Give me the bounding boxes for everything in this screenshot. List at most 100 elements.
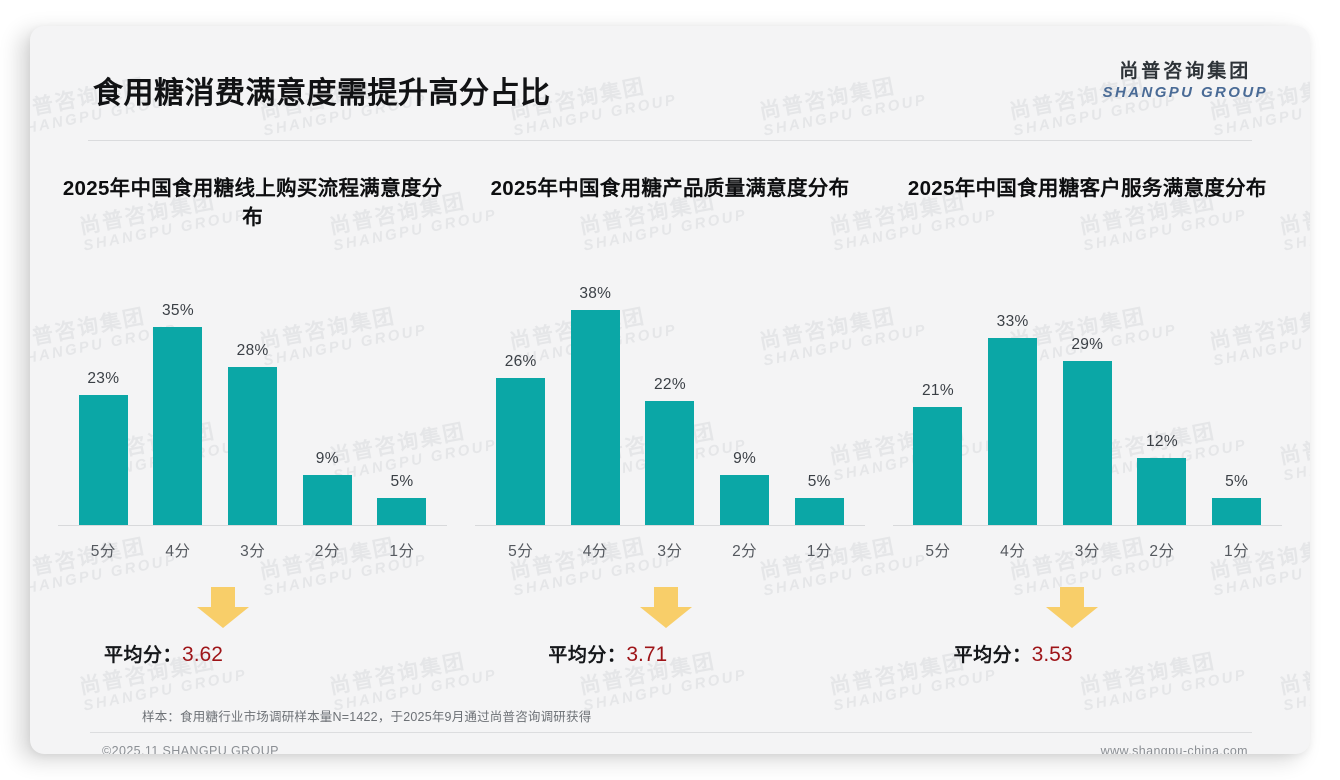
x-axis-line (892, 525, 1282, 526)
bar-item[interactable]: 5% (782, 276, 857, 526)
bar-rect[interactable] (645, 401, 695, 526)
bar-rect[interactable] (913, 407, 963, 526)
category-label: 3分 (1074, 543, 1100, 560)
bar-group: 23% 35% 28% 9% 5% (66, 276, 439, 526)
bar-value-label: 22% (654, 376, 686, 393)
bar-item[interactable]: 33% (975, 276, 1050, 526)
bar-item[interactable]: 26% (483, 276, 558, 526)
logo-english-name: SHANGPU GROUP (1102, 83, 1268, 101)
average-callout: 平均分：3.71 (475, 587, 864, 673)
bar-rect[interactable] (302, 475, 352, 526)
bar-item[interactable]: 23% (66, 276, 141, 526)
bar-item[interactable]: 29% (1050, 276, 1125, 526)
bar-rect[interactable] (1137, 458, 1187, 526)
bar-rect[interactable] (794, 498, 844, 526)
footer-website[interactable]: www.shangpu-china.com (1100, 744, 1248, 754)
bar-item[interactable]: 5% (365, 276, 440, 526)
category-label: 4分 (165, 543, 191, 560)
bar-value-label: 33% (996, 313, 1029, 330)
chart-panel-1: 2025年中国食用糖线上购买流程满意度分布 23% 35% 28% 9% 5% 5分 4分 3分… (44, 174, 461, 674)
chart-panel-3: 2025年中国食用糖客户服务满意度分布 21% 33% 29% 12% 5% 5分 4分 3分 2… (879, 174, 1296, 674)
chart-panel-2: 2025年中国食用糖产品质量满意度分布 26% 38% 22% 9% 5% 5分 4分 3分 2分… (461, 174, 878, 674)
bar-item[interactable]: 22% (633, 276, 708, 526)
bar-rect[interactable] (377, 498, 427, 526)
category-axis: 5分 4分 3分 2分 1分 (893, 539, 1282, 561)
footer-divider (90, 732, 1252, 733)
bar-rect[interactable] (78, 395, 128, 526)
category-label: 1分 (806, 543, 832, 560)
category-label: 5分 (925, 543, 951, 560)
slide-header: 食用糖消费满意度需提升高分占比 尚普咨询集团 SHANGPU GROUP (30, 26, 1310, 123)
bar-rect[interactable] (570, 310, 620, 526)
bar-rect[interactable] (228, 367, 278, 526)
x-axis-line (475, 525, 865, 526)
bar-value-label: 38% (579, 285, 612, 302)
bar-rect[interactable] (720, 475, 770, 526)
category-label: 1分 (389, 543, 415, 560)
down-arrow-icon (639, 587, 693, 629)
bar-value-label: 12% (1145, 433, 1178, 450)
bar-value-label: 35% (162, 302, 194, 319)
bar-item[interactable]: 28% (215, 276, 290, 526)
bar-value-label: 5% (1225, 473, 1249, 490)
average-value: 3.71 (626, 643, 668, 666)
category-label: 5分 (90, 543, 116, 560)
bar-item[interactable]: 9% (290, 276, 365, 526)
bar-rect[interactable] (153, 327, 203, 526)
category-label: 2分 (732, 543, 758, 560)
bar-item[interactable]: 38% (558, 276, 633, 526)
bar-rect[interactable] (496, 378, 546, 526)
average-text: 平均分：3.62 (104, 640, 223, 667)
average-text: 平均分：3.71 (548, 640, 667, 667)
average-text: 平均分：3.53 (954, 640, 1073, 667)
bar-value-label: 21% (922, 382, 954, 399)
bar-value-label: 5% (807, 473, 831, 490)
company-logo: 尚普咨询集团 SHANGPU GROUP (1103, 60, 1268, 103)
bar-value-label: 23% (87, 370, 120, 387)
watermark-en: SHANGPU GROUP (1081, 666, 1249, 715)
category-label: 1分 (1224, 543, 1250, 560)
sample-note: 样本：食用糖行业市场调研样本量N=1422，于2025年9月通过尚普咨询调研获得 (142, 710, 592, 724)
bar-item[interactable]: 5% (1199, 276, 1274, 526)
down-arrow-icon (196, 587, 250, 629)
bar-rect[interactable] (1062, 361, 1112, 526)
bar-value-label: 29% (1071, 336, 1104, 353)
bar-value-label: 26% (504, 353, 537, 370)
chart-title: 2025年中国食用糖客户服务满意度分布 (907, 177, 1267, 200)
plot-area: 26% 38% 22% 9% 5% (475, 276, 865, 526)
bar-item[interactable]: 21% (901, 276, 976, 526)
category-label: 3分 (657, 543, 683, 560)
category-axis: 5分 4分 3分 2分 1分 (58, 539, 447, 561)
average-value: 3.62 (182, 643, 223, 666)
bar-rect[interactable] (988, 338, 1038, 526)
category-label: 5分 (508, 543, 534, 560)
watermark-en: SHANGPU GROUP (1281, 666, 1310, 715)
page-title: 食用糖消费满意度需提升高分占比 (93, 77, 551, 110)
charts-container: 2025年中国食用糖线上购买流程满意度分布 23% 35% 28% 9% 5% 5分 4分 3分… (44, 174, 1296, 674)
bar-value-label: 9% (315, 450, 339, 467)
category-label: 2分 (314, 543, 340, 560)
average-value: 3.53 (1031, 643, 1073, 666)
average-callout: 平均分：3.53 (893, 587, 1282, 673)
slide-canvas: 尚普咨询集团 SHANGPU GROUP 尚普咨询集团 SHANGPU GROUP 尚普… (30, 26, 1310, 754)
footer-copyright: ©2025.11 SHANGPU GROUP (102, 744, 279, 754)
category-label: 4分 (1000, 543, 1026, 560)
bar-group: 21% 33% 29% 12% 5% (901, 276, 1274, 526)
bar-group: 26% 38% 22% 9% 5% (483, 276, 856, 526)
logo-chinese-name: 尚普咨询集团 (1119, 61, 1252, 82)
watermark-en: SHANGPU GROUP (581, 666, 749, 715)
bar-item[interactable]: 12% (1125, 276, 1200, 526)
bar-item[interactable]: 35% (141, 276, 216, 526)
average-callout: 平均分：3.62 (58, 587, 447, 673)
bar-item[interactable]: 9% (707, 276, 782, 526)
chart-title: 2025年中国食用糖线上购买流程满意度分布 (62, 177, 443, 230)
category-axis: 5分 4分 3分 2分 1分 (475, 539, 864, 561)
average-label: 平均分： (953, 645, 1032, 666)
watermark-en: SHANGPU GROUP (831, 666, 999, 715)
down-arrow-icon (1045, 587, 1099, 629)
bar-value-label: 9% (733, 450, 757, 467)
header-divider (88, 140, 1252, 141)
category-label: 4分 (582, 543, 608, 560)
chart-title: 2025年中国食用糖产品质量满意度分布 (490, 177, 850, 200)
bar-rect[interactable] (1212, 498, 1262, 526)
